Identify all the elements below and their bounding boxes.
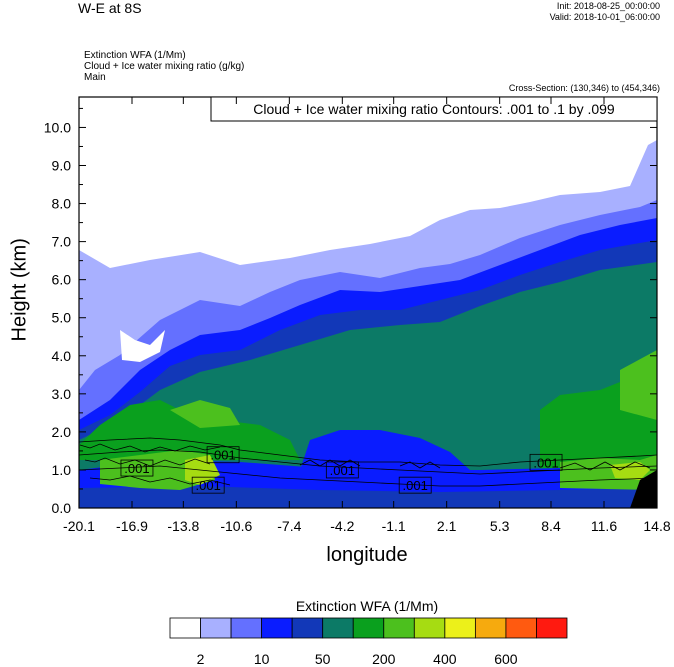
x-tick-label: -4.2 bbox=[330, 518, 354, 534]
colorbar-swatch bbox=[322, 617, 354, 639]
subtitle-mixing-ratio: Cloud + Ice water mixing ratio (g/kg) bbox=[84, 61, 245, 72]
y-tick-label: 2.0 bbox=[52, 424, 72, 440]
svg-text:.001: .001 bbox=[403, 478, 428, 493]
colorbar-swatch bbox=[261, 617, 293, 639]
colorbar-swatch bbox=[536, 617, 568, 639]
colorbar-swatch bbox=[352, 617, 385, 639]
colorbar-swatch bbox=[230, 617, 263, 639]
colorbar-swatch bbox=[200, 617, 232, 639]
contour-value-label: .001 bbox=[325, 461, 359, 479]
contour-value-labels: .001 .001 .001 .001 .001 .001 bbox=[120, 446, 563, 494]
x-tick-label: -20.1 bbox=[63, 518, 95, 534]
colorbar-tick-label: 50 bbox=[315, 651, 331, 667]
x-tick-label: -7.4 bbox=[277, 518, 301, 534]
contour-value-label: .001 bbox=[120, 459, 154, 477]
y-tick-label: 3.0 bbox=[52, 386, 72, 402]
x-tick-label: 14.8 bbox=[643, 518, 670, 534]
colorbar-swatch bbox=[444, 617, 476, 639]
contour-value-label: .001 bbox=[398, 476, 432, 494]
contour-info: Cloud + Ice water mixing ratio Contours:… bbox=[210, 96, 658, 122]
y-tick-label: 0.0 bbox=[52, 500, 72, 516]
x-axis-label: longitude bbox=[326, 544, 408, 566]
contour-info-label: Cloud + Ice water mixing ratio Contours:… bbox=[253, 101, 615, 117]
y-tick-label: 5.0 bbox=[52, 310, 72, 326]
svg-text:.001: .001 bbox=[210, 448, 235, 463]
colorbar-swatch bbox=[169, 617, 201, 639]
x-tick-label: -1.1 bbox=[382, 518, 406, 534]
x-tick-label: 5.3 bbox=[490, 518, 510, 534]
subtitle-main: Main bbox=[84, 72, 106, 83]
y-tick-label: 7.0 bbox=[52, 234, 72, 250]
svg-text:.001: .001 bbox=[330, 463, 355, 478]
y-tick-label: 6.0 bbox=[52, 272, 72, 288]
y-tick-label: 4.0 bbox=[52, 348, 72, 364]
contour-value-label: .001 bbox=[206, 446, 240, 464]
subtitle-extinction: Extinction WFA (1/Mm) bbox=[84, 50, 186, 61]
x-tick-label: -13.8 bbox=[167, 518, 199, 534]
colorbar-tick-label: 10 bbox=[254, 651, 270, 667]
colorbar: 2 10 50 200 400 600 bbox=[169, 617, 568, 667]
cross-section-label: Cross-Section: (130,346) to (454,346) bbox=[508, 83, 660, 93]
valid-time: Valid: 2018-10-01_06:00:00 bbox=[549, 12, 660, 22]
contour-value-label: .001 bbox=[529, 453, 563, 471]
svg-text:.001: .001 bbox=[124, 461, 149, 476]
y-tick-label: 9.0 bbox=[52, 158, 72, 174]
y-tick-label: 8.0 bbox=[52, 196, 72, 212]
svg-text:.001: .001 bbox=[196, 478, 221, 493]
field-layers bbox=[79, 97, 657, 508]
colorbar-swatch bbox=[474, 617, 507, 639]
colorbar-tick-label: 600 bbox=[494, 651, 518, 667]
colorbar-tick-label: 200 bbox=[372, 651, 396, 667]
colorbar-swatch bbox=[383, 617, 415, 639]
y-axis: 0.0 1.0 2.0 3.0 4.0 5.0 6.0 7.0 8.0 9.0 10.0 bbox=[44, 107, 657, 516]
x-tick-label: 2.1 bbox=[437, 518, 457, 534]
y-tick-label: 10.0 bbox=[44, 119, 71, 135]
colorbar-tick-label: 2 bbox=[197, 651, 205, 667]
colorbar-tick-label: 400 bbox=[433, 651, 457, 667]
x-axis: -20.1 -16.9 -13.8 -10.6 -7.4 -4.2 -1.1 2.1 5.3 8.… bbox=[63, 97, 671, 534]
colorbar-swatch bbox=[291, 617, 324, 639]
x-tick-label: -10.6 bbox=[220, 518, 252, 534]
colorbar-swatch bbox=[413, 617, 446, 639]
colorbar-title: Extinction WFA (1/Mm) bbox=[295, 598, 439, 614]
y-tick-label: 1.0 bbox=[52, 462, 72, 478]
chart-title: W-E at 8S bbox=[78, 0, 142, 16]
x-tick-label: 8.4 bbox=[541, 518, 561, 534]
x-tick-label: 11.6 bbox=[591, 518, 617, 534]
x-tick-label: -16.9 bbox=[116, 518, 148, 534]
init-time: Init: 2018-08-25_00:00:00 bbox=[556, 1, 660, 11]
colorbar-swatch bbox=[505, 617, 537, 639]
svg-text:.001: .001 bbox=[533, 455, 558, 470]
contour-value-label: .001 bbox=[191, 476, 225, 494]
